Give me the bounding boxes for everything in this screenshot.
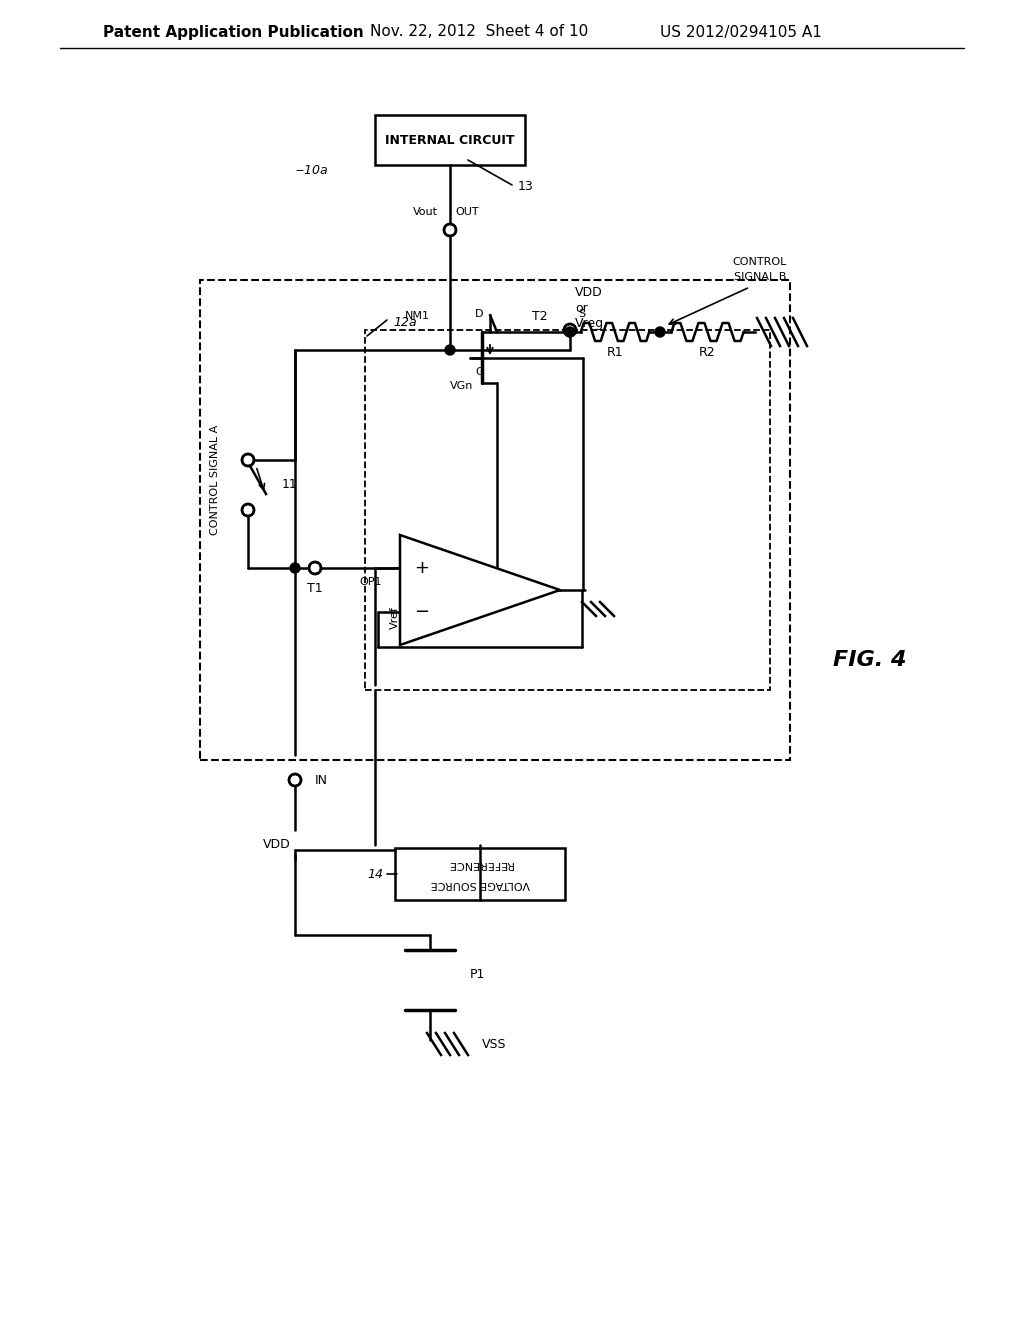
Text: CONTROL SIGNAL A: CONTROL SIGNAL A [210, 425, 220, 535]
Text: VDD: VDD [263, 838, 291, 851]
Text: REFERENCE: REFERENCE [447, 859, 513, 869]
Text: or: or [575, 301, 588, 314]
Text: VOLTAGE SOURCE: VOLTAGE SOURCE [430, 879, 529, 888]
Text: 12a: 12a [393, 315, 417, 329]
Text: --10a: --10a [295, 164, 328, 177]
Text: OUT: OUT [455, 207, 478, 216]
Bar [365, 330, 770, 690]
Circle shape [655, 327, 665, 337]
Text: G: G [475, 367, 483, 378]
Text: R2: R2 [698, 346, 716, 359]
Text: NM1: NM1 [406, 312, 430, 321]
Circle shape [242, 504, 254, 516]
Circle shape [444, 224, 456, 236]
Text: INTERNAL CIRCUIT: INTERNAL CIRCUIT [385, 133, 515, 147]
Text: S: S [578, 309, 585, 319]
Text: Vout: Vout [413, 207, 438, 216]
Text: Patent Application Publication: Patent Application Publication [103, 25, 364, 40]
Text: 13: 13 [518, 181, 534, 194]
Text: T1: T1 [307, 582, 323, 594]
Circle shape [242, 454, 254, 466]
Circle shape [445, 345, 455, 355]
Text: VGn: VGn [451, 381, 474, 391]
Text: D: D [475, 309, 483, 319]
Text: VDD: VDD [575, 285, 603, 298]
Text: −: − [415, 603, 429, 620]
Text: Vref: Vref [390, 607, 400, 630]
Bar [375, 115, 525, 165]
Circle shape [564, 323, 575, 337]
Circle shape [565, 327, 575, 337]
Circle shape [309, 562, 321, 574]
Text: 11: 11 [282, 479, 298, 491]
Text: FIG. 4: FIG. 4 [834, 649, 906, 671]
Bar [200, 280, 790, 760]
Bar [395, 847, 565, 900]
Text: IN: IN [315, 774, 328, 787]
Text: OP1: OP1 [359, 577, 382, 587]
Polygon shape [400, 535, 560, 645]
Text: Nov. 22, 2012  Sheet 4 of 10: Nov. 22, 2012 Sheet 4 of 10 [370, 25, 588, 40]
Text: T2: T2 [532, 309, 548, 322]
Text: US 2012/0294105 A1: US 2012/0294105 A1 [660, 25, 822, 40]
Text: +: + [415, 558, 429, 577]
Text: R1: R1 [606, 346, 624, 359]
Text: 14: 14 [367, 867, 383, 880]
Circle shape [289, 774, 301, 785]
Text: P1: P1 [470, 969, 485, 982]
Text: CONTROL: CONTROL [733, 257, 787, 267]
Circle shape [290, 564, 300, 573]
Text: SIGNAL B: SIGNAL B [734, 272, 786, 282]
Text: VSS: VSS [482, 1039, 507, 1052]
Text: Vreg: Vreg [575, 318, 604, 330]
